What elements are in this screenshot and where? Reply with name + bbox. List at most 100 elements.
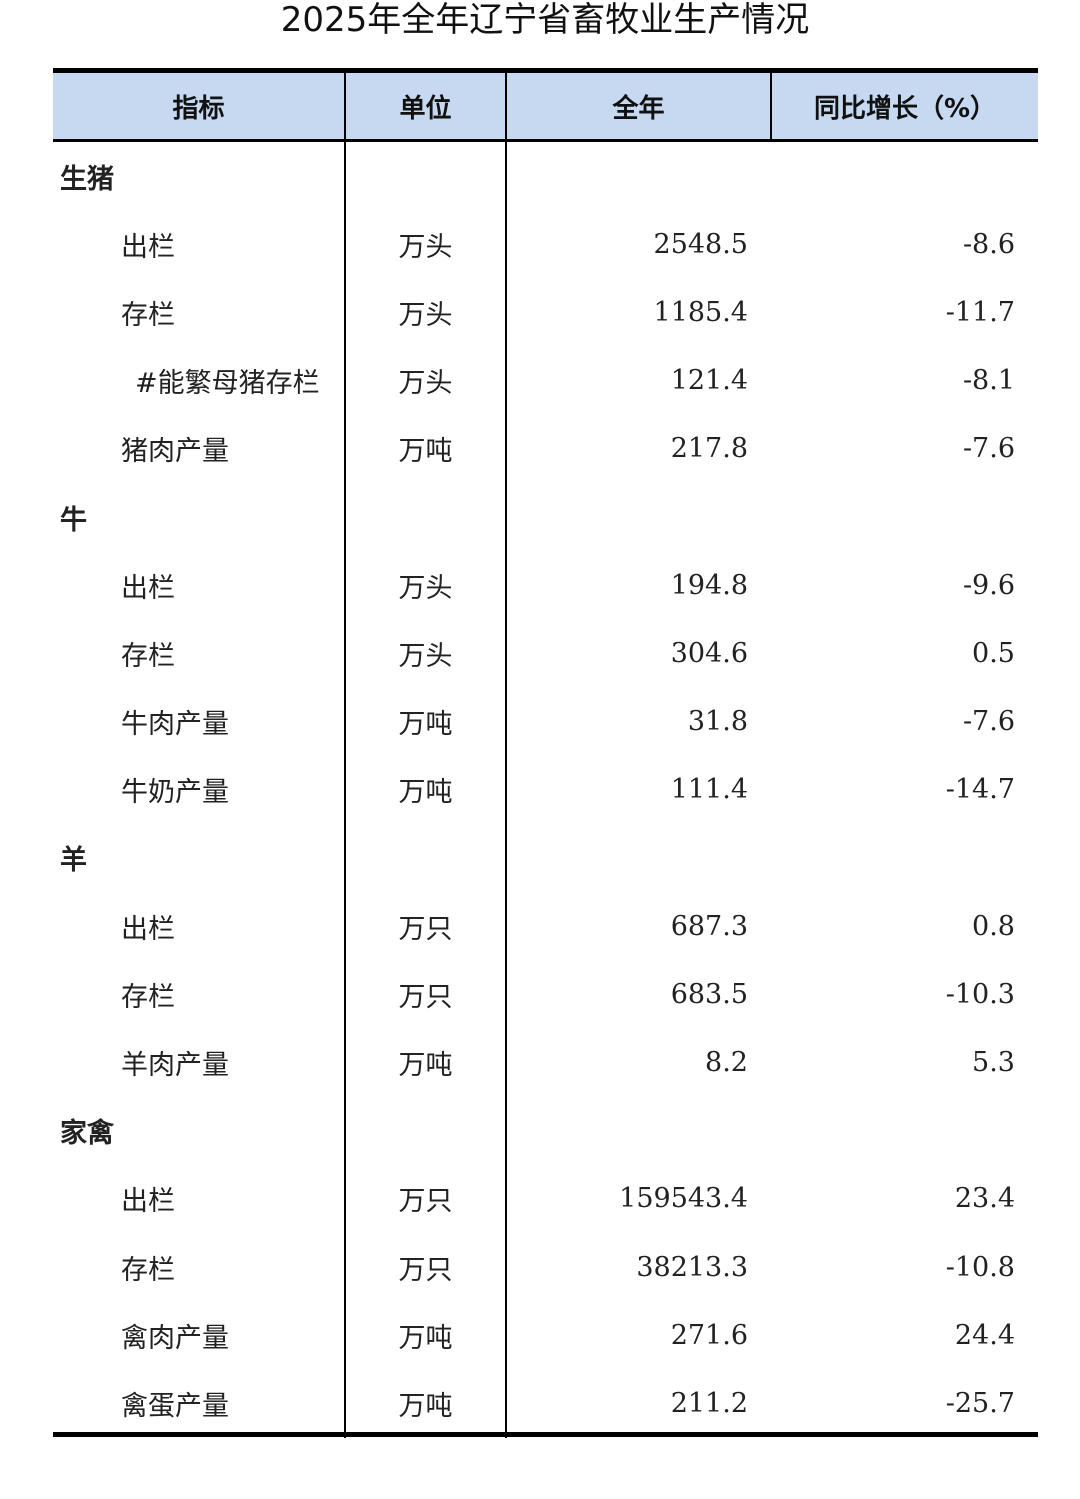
full-year-cell: 304.6 xyxy=(505,619,770,688)
unit-cell: 万只 xyxy=(344,1233,505,1302)
indicator-cell: 出栏 xyxy=(121,572,175,604)
livestock-table: 指标 单位 全年 同比增长（%） 生猪 出栏 万头 2548.5 -8.6 存栏 万头 118… xyxy=(53,68,1038,1438)
unit-cell: 万只 xyxy=(344,892,505,961)
full-year-cell: 38213.3 xyxy=(505,1233,770,1302)
table-row: 猪肉产量 万吨 217.8 -7.6 xyxy=(53,414,1038,483)
growth-cell: -11.7 xyxy=(945,296,1015,328)
growth-cell: 24.4 xyxy=(954,1319,1015,1351)
table-row: 牛肉产量 万吨 31.8 -7.6 xyxy=(53,687,1038,756)
growth-cell xyxy=(770,483,1038,551)
full-year-cell: 8.2 xyxy=(505,1028,770,1097)
header-unit: 单位 xyxy=(344,73,505,139)
table-row: 羊肉产量 万吨 8.2 5.3 xyxy=(53,1028,1038,1097)
growth-cell: 0.8 xyxy=(972,910,1015,942)
unit-cell xyxy=(344,823,505,893)
header-full-year: 全年 xyxy=(505,73,770,139)
growth-cell: -10.8 xyxy=(945,1251,1015,1283)
table-row: 牛奶产量 万吨 111.4 -14.7 xyxy=(53,755,1038,824)
top-rule xyxy=(53,68,1038,73)
unit-cell: 万吨 xyxy=(344,687,505,756)
table-row: 出栏 万头 194.8 -9.6 xyxy=(53,551,1038,620)
indicator-cell: 禽肉产量 xyxy=(121,1322,229,1354)
growth-cell: -10.3 xyxy=(945,978,1015,1010)
growth-cell: -14.7 xyxy=(945,774,1015,806)
growth-cell: -7.6 xyxy=(962,706,1015,738)
category-row: 生猪 xyxy=(53,142,1038,211)
category-row: 羊 xyxy=(53,823,1038,893)
growth-cell xyxy=(770,142,1038,210)
indicator-cell: 牛肉产量 xyxy=(121,709,229,741)
unit-cell: 万头 xyxy=(344,346,505,415)
table-row: 禽蛋产量 万吨 211.2 -25.7 xyxy=(53,1369,1038,1438)
table-row: 存栏 万只 683.5 -10.3 xyxy=(53,960,1038,1029)
indicator-cell: 出栏 xyxy=(121,913,175,945)
indicator-cell: 存栏 xyxy=(121,981,175,1013)
unit-cell xyxy=(344,482,505,552)
indicator-cell: 禽蛋产量 xyxy=(121,1390,229,1422)
table-row: 出栏 万头 2548.5 -8.6 xyxy=(53,210,1038,279)
unit-cell: 万吨 xyxy=(344,755,505,824)
unit-cell: 万吨 xyxy=(344,1369,505,1438)
table-row: 出栏 万只 159543.4 23.4 xyxy=(53,1164,1038,1233)
page-title: 2025年全年辽宁省畜牧业生产情况 xyxy=(280,0,810,40)
growth-cell: -8.1 xyxy=(962,365,1015,397)
growth-cell: -9.6 xyxy=(962,569,1015,601)
indicator-cell: 牛 xyxy=(60,504,87,536)
header-yoy-growth: 同比增长（%） xyxy=(770,73,1038,139)
full-year-cell: 217.8 xyxy=(505,414,770,483)
growth-cell: -8.6 xyxy=(962,228,1015,260)
table-header: 指标 单位 全年 同比增长（%） xyxy=(53,73,1038,142)
bottom-rule xyxy=(53,1432,1038,1437)
table-row: #能繁母猪存栏 万头 121.4 -8.1 xyxy=(53,346,1038,415)
full-year-cell: 194.8 xyxy=(505,551,770,620)
unit-cell: 万头 xyxy=(344,551,505,620)
full-year-cell: 211.2 xyxy=(505,1369,770,1438)
indicator-cell: 存栏 xyxy=(121,640,175,672)
indicator-cell: 牛奶产量 xyxy=(121,777,229,809)
table-row: 禽肉产量 万吨 271.6 24.4 xyxy=(53,1301,1038,1370)
indicator-cell: 家禽 xyxy=(60,1118,114,1150)
indicator-cell: 猪肉产量 xyxy=(121,436,229,468)
table-row: 出栏 万只 687.3 0.8 xyxy=(53,892,1038,961)
full-year-cell: 159543.4 xyxy=(505,1164,770,1233)
table-row: 存栏 万头 1185.4 -11.7 xyxy=(53,278,1038,347)
indicator-cell: 出栏 xyxy=(121,231,175,263)
indicator-cell: 存栏 xyxy=(121,299,175,331)
table-body: 生猪 出栏 万头 2548.5 -8.6 存栏 万头 1185.4 -11.7 #能繁母猪存栏 万头… xyxy=(53,142,1038,1438)
indicator-cell: 存栏 xyxy=(121,1254,175,1286)
growth-cell: 5.3 xyxy=(972,1047,1015,1079)
unit-cell: 万头 xyxy=(344,210,505,279)
full-year-cell: 111.4 xyxy=(505,755,770,824)
full-year-cell xyxy=(505,482,770,552)
full-year-cell: 121.4 xyxy=(505,346,770,415)
unit-cell xyxy=(344,142,505,211)
unit-cell: 万吨 xyxy=(344,414,505,483)
full-year-cell xyxy=(505,823,770,893)
unit-cell: 万吨 xyxy=(344,1028,505,1097)
growth-cell: -7.6 xyxy=(962,433,1015,465)
full-year-cell: 1185.4 xyxy=(505,278,770,347)
unit-cell xyxy=(344,1096,505,1165)
indicator-cell: 羊肉产量 xyxy=(121,1050,229,1082)
growth-cell: -25.7 xyxy=(945,1387,1015,1419)
table-row: 存栏 万头 304.6 0.5 xyxy=(53,619,1038,688)
indicator-cell: 生猪 xyxy=(60,163,114,195)
growth-cell xyxy=(770,824,1038,892)
growth-cell xyxy=(770,1097,1038,1165)
unit-cell: 万吨 xyxy=(344,1301,505,1370)
full-year-cell: 683.5 xyxy=(505,960,770,1029)
indicator-cell: #能繁母猪存栏 xyxy=(135,368,320,400)
unit-cell: 万头 xyxy=(344,278,505,347)
indicator-cell: 出栏 xyxy=(121,1186,175,1218)
growth-cell: 23.4 xyxy=(954,1183,1015,1215)
full-year-cell xyxy=(505,1096,770,1165)
table-row: 存栏 万只 38213.3 -10.8 xyxy=(53,1233,1038,1302)
category-row: 牛 xyxy=(53,482,1038,552)
growth-cell: 0.5 xyxy=(972,637,1015,669)
indicator-cell: 羊 xyxy=(60,845,87,877)
unit-cell: 万头 xyxy=(344,619,505,688)
full-year-cell: 2548.5 xyxy=(505,210,770,279)
full-year-cell: 687.3 xyxy=(505,892,770,961)
unit-cell: 万只 xyxy=(344,1164,505,1233)
full-year-cell xyxy=(505,142,770,211)
